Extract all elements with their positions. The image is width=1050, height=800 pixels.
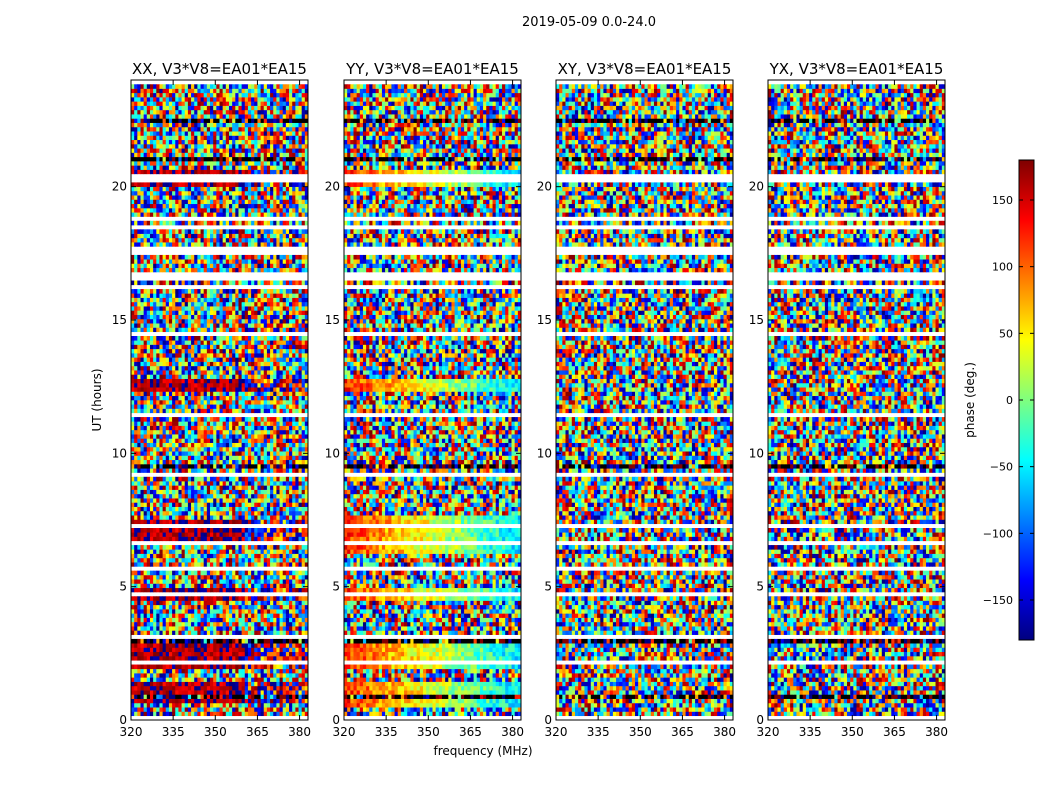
- x-tick-label: 350: [417, 725, 440, 739]
- y-tick-label: 10: [325, 446, 340, 460]
- x-tick-label: 365: [459, 725, 482, 739]
- y-tick-label: 20: [749, 180, 764, 194]
- y-tick-label: 5: [119, 580, 127, 594]
- panel-heatmap: [131, 84, 309, 717]
- x-axis-label: frequency (MHz): [433, 744, 532, 758]
- x-tick-label: 365: [883, 725, 906, 739]
- y-tick-label: 15: [537, 313, 552, 327]
- x-tick-label: 320: [757, 725, 780, 739]
- x-tick-label: 335: [587, 725, 610, 739]
- x-tick-label: 350: [204, 725, 227, 739]
- y-tick-label: 0: [332, 713, 340, 727]
- panel-heatmap: [768, 84, 946, 717]
- y-tick-label: 20: [112, 180, 127, 194]
- colorbar-tick-label: 50: [999, 327, 1013, 340]
- y-tick-label: 5: [756, 580, 764, 594]
- y-tick-label: 10: [537, 446, 552, 460]
- panel-title: XX, V3*V8=EA01*EA15: [132, 60, 307, 78]
- panel-3: XY, V3*V8=EA01*EA15 320 335 350 365 380 0 5 10 15…: [537, 60, 736, 739]
- y-axis-label: UT (hours): [90, 368, 104, 431]
- y-tick-label: 15: [112, 313, 127, 327]
- panel-title: YX, V3*V8=EA01*EA15: [769, 60, 944, 78]
- y-tick-label: 0: [756, 713, 764, 727]
- y-tick-label: 10: [112, 446, 127, 460]
- x-tick-label: 365: [246, 725, 269, 739]
- colorbar-tick-label: −150: [983, 594, 1013, 607]
- x-tick-label: 335: [162, 725, 185, 739]
- panel-title: YY, V3*V8=EA01*EA15: [345, 60, 519, 78]
- y-tick-label: 20: [325, 180, 340, 194]
- colorbar-tick-label: 150: [992, 194, 1013, 207]
- figure-suptitle: 2019-05-09 0.0-24.0: [522, 15, 656, 30]
- colorbar-label: phase (deg.): [963, 362, 977, 438]
- panel-2: YY, V3*V8=EA01*EA15 320 335 350 365 380 0 5 10 15…: [325, 60, 524, 739]
- x-tick-label: 320: [545, 725, 568, 739]
- panel-1: XX, V3*V8=EA01*EA15 320 335 350 365 380 0 5 10 15…: [112, 60, 311, 739]
- colorbar-tick-label: −100: [983, 527, 1013, 540]
- x-tick-label: 380: [288, 725, 311, 739]
- panels-group: XX, V3*V8=EA01*EA15 320 335 350 365 380 0 5 10 15…: [112, 60, 948, 739]
- panel-heatmap: [344, 84, 522, 717]
- x-tick-label: 335: [375, 725, 398, 739]
- y-tick-label: 5: [332, 580, 340, 594]
- x-tick-label: 320: [333, 725, 356, 739]
- y-tick-label: 15: [325, 313, 340, 327]
- panel-frame: [130, 79, 309, 721]
- x-tick-label: 320: [120, 725, 143, 739]
- y-tick-label: 15: [749, 313, 764, 327]
- x-tick-label: 335: [799, 725, 822, 739]
- panel-frame: [343, 79, 522, 721]
- y-tick-label: 0: [119, 713, 127, 727]
- colorbar-tick-label: −50: [990, 461, 1013, 474]
- panel-title: XY, V3*V8=EA01*EA15: [558, 60, 732, 78]
- x-tick-label: 350: [629, 725, 652, 739]
- y-tick-label: 20: [537, 180, 552, 194]
- y-tick-label: 0: [544, 713, 552, 727]
- colorbar: −150 −100 −50 0 50 100 150: [983, 159, 1035, 641]
- panel-frame: [555, 79, 734, 721]
- x-tick-label: 350: [841, 725, 864, 739]
- panel-heatmap: [556, 84, 734, 717]
- x-tick-label: 365: [671, 725, 694, 739]
- x-tick-label: 380: [925, 725, 948, 739]
- colorbar-tick-label: 100: [992, 261, 1013, 274]
- y-tick-label: 5: [544, 580, 552, 594]
- x-tick-label: 380: [713, 725, 736, 739]
- panel-frame: [767, 79, 946, 721]
- y-tick-label: 10: [749, 446, 764, 460]
- x-tick-label: 380: [501, 725, 524, 739]
- colorbar-tick-label: 0: [1006, 394, 1013, 407]
- panel-4: YX, V3*V8=EA01*EA15 320 335 350 365 380 0 5 10 15…: [749, 60, 948, 739]
